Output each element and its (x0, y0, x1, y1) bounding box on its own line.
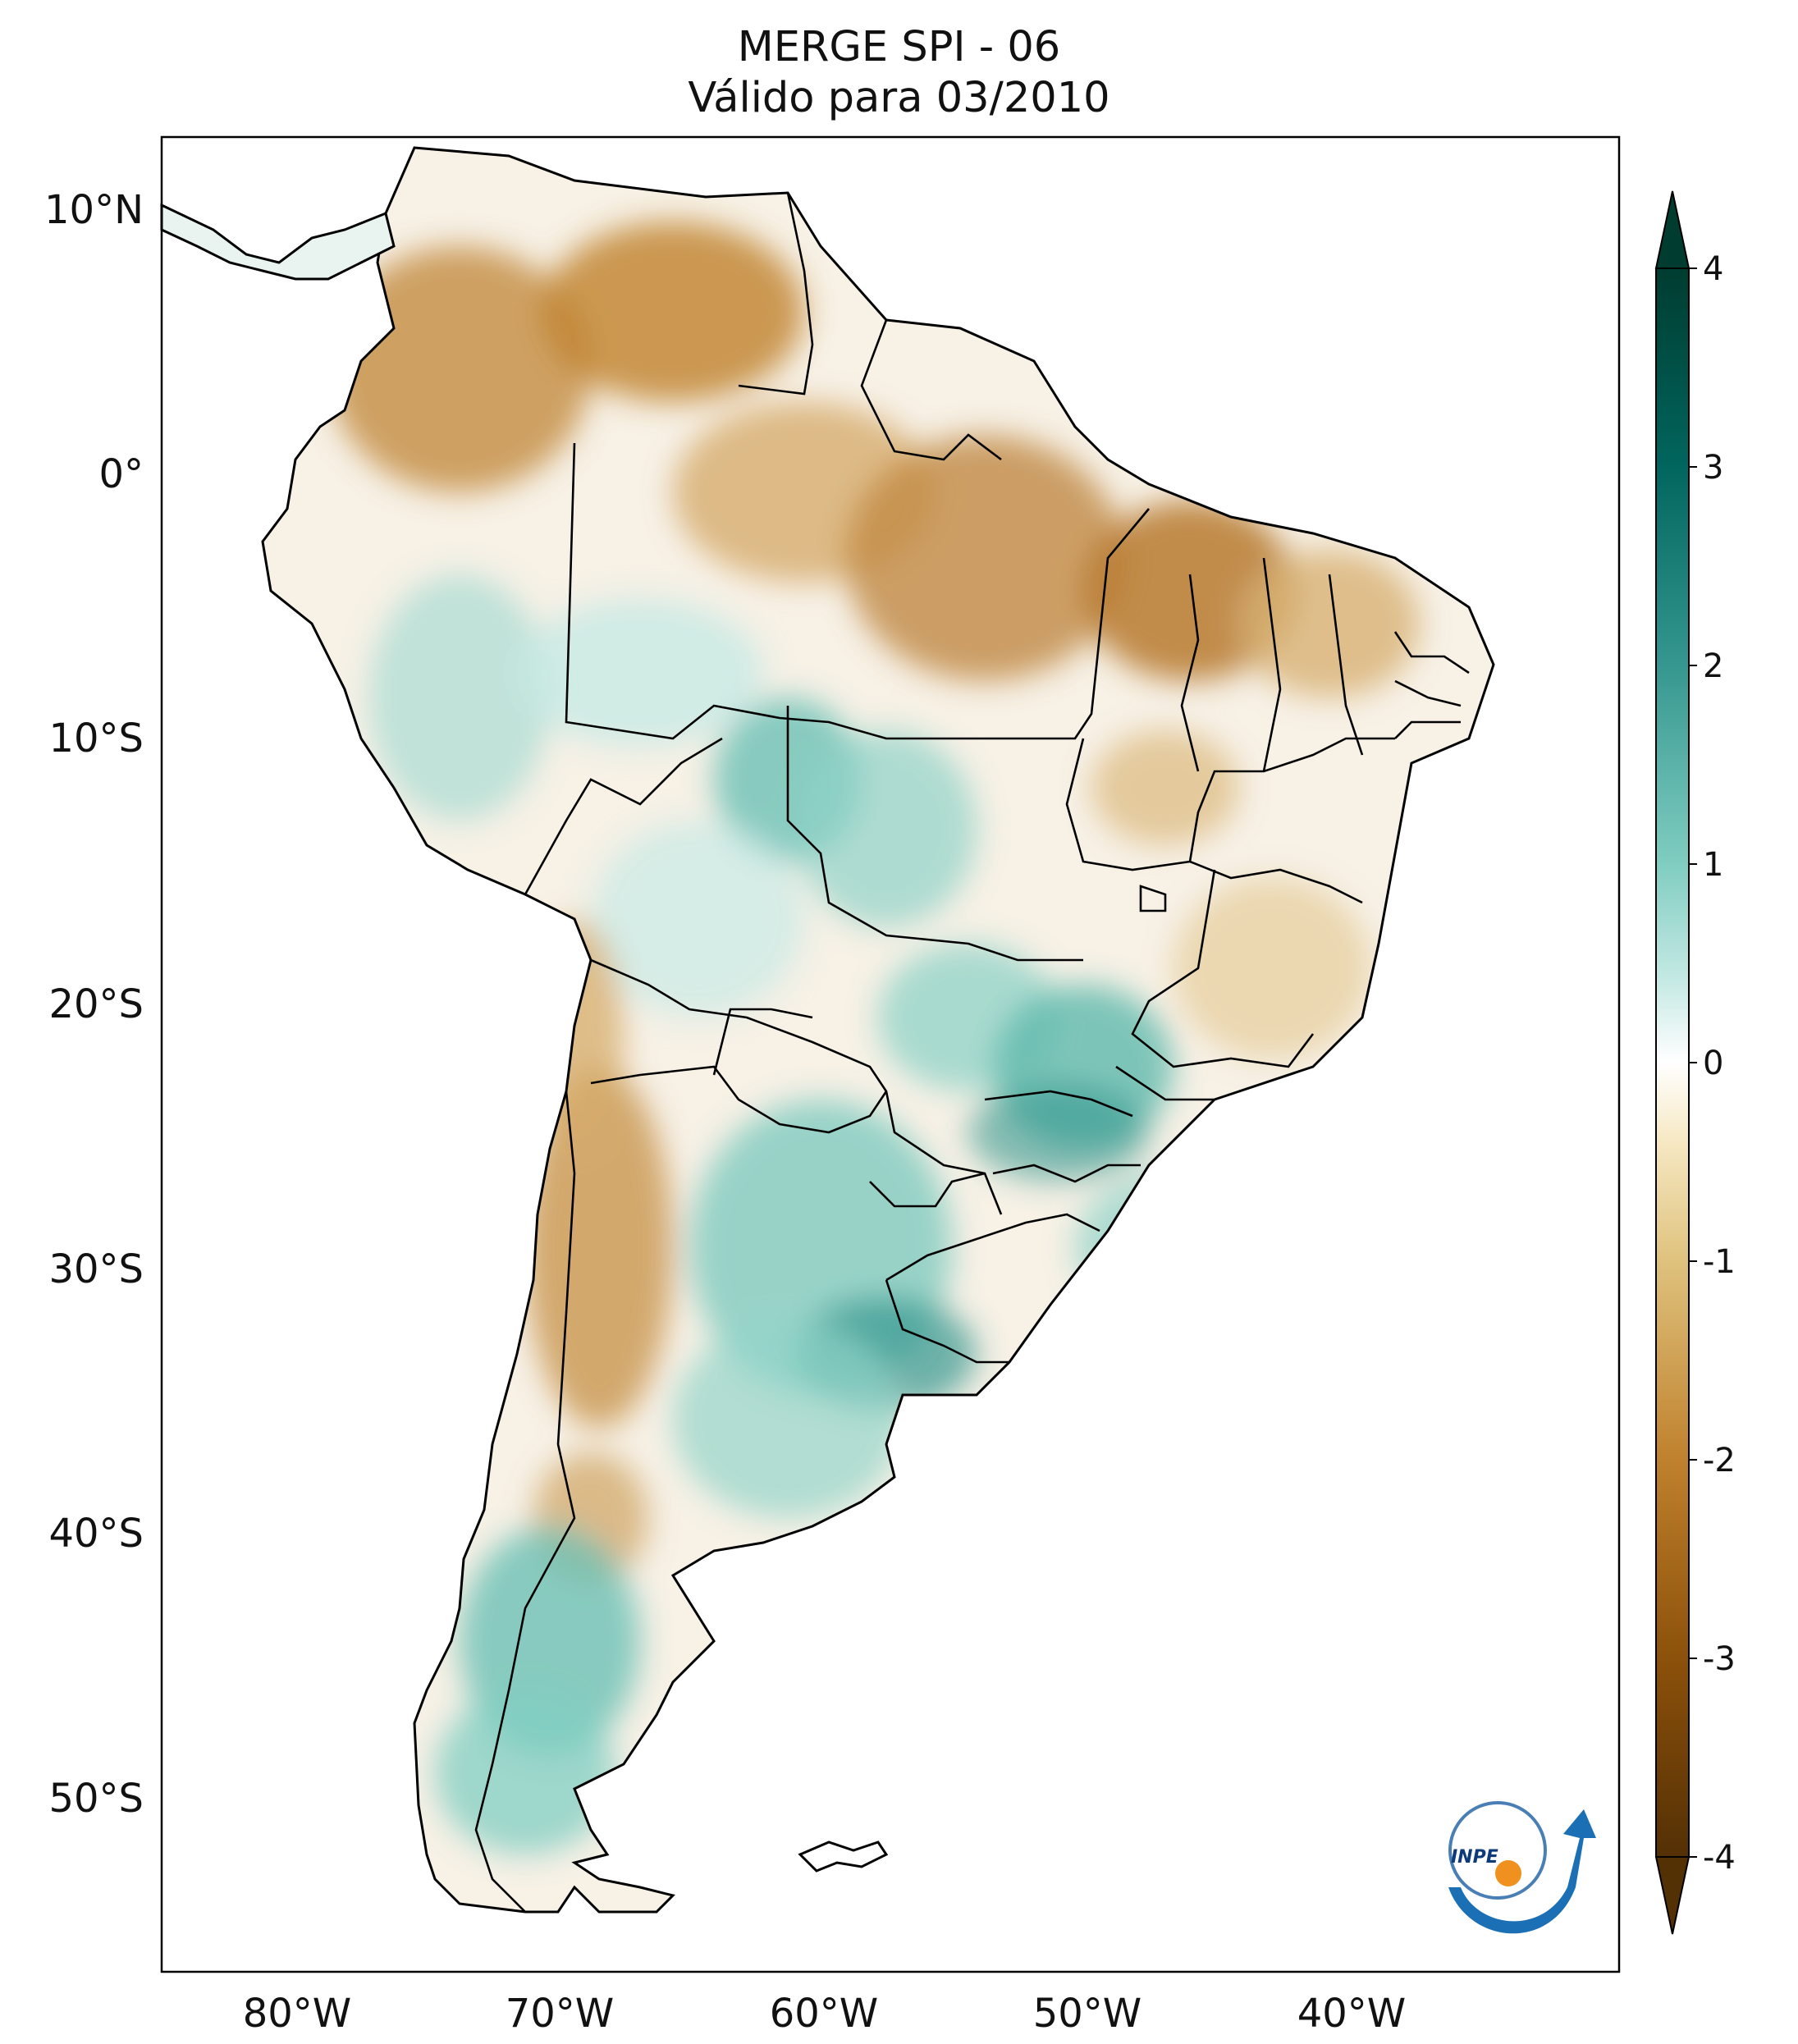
lon-tick-70w: 70°W (506, 1991, 615, 2037)
map-title: MERGE SPI - 06 (737, 23, 1061, 71)
lat-tick-20s: 20°S (48, 981, 144, 1027)
cbar-tick-neg1: -1 (1703, 1243, 1736, 1281)
lat-tick-10n: 10°N (44, 187, 144, 233)
country-borders (474, 192, 1470, 1913)
lat-tick-40s: 40°S (48, 1511, 144, 1557)
lat-tick-30s: 30°S (48, 1246, 144, 1292)
colorbar: 4 3 2 1 0 -1 -2 -3 -4 (1654, 190, 1736, 1935)
longitude-axis: 80°W 70°W 60°W 50°W 40°W (243, 1991, 1407, 2037)
colorbar-extend-min (1654, 1856, 1690, 1935)
cbar-tick-2: 2 (1703, 647, 1723, 685)
lat-tick-10s: 10°S (48, 716, 144, 761)
colorbar-ticks: 4 3 2 1 0 -1 -2 -3 -4 (1703, 250, 1736, 1877)
falkland-islands (798, 1841, 889, 1873)
lon-tick-60w: 60°W (770, 1991, 879, 2037)
cbar-tick-0: 0 (1703, 1045, 1723, 1082)
lat-tick-0: 0° (98, 451, 144, 497)
inpe-logo: INPE (1448, 1801, 1596, 1934)
continent-outline (261, 146, 1495, 1914)
colorbar-extend-max (1654, 190, 1690, 269)
inpe-logo-text: INPE (1451, 1847, 1498, 1868)
cbar-tick-neg4: -4 (1703, 1839, 1736, 1877)
cbar-tick-4: 4 (1703, 250, 1723, 288)
lon-tick-40w: 40°W (1297, 1991, 1407, 2037)
cbar-tick-1: 1 (1703, 846, 1723, 884)
lon-tick-80w: 80°W (243, 1991, 352, 2037)
lat-tick-50s: 50°S (48, 1776, 144, 1822)
latitude-axis: 10°N 0° 10°S 20°S 30°S 40°S 50°S (44, 187, 144, 1822)
map-subtitle: Válido para 03/2010 (688, 74, 1110, 122)
central-america (160, 203, 396, 281)
cbar-tick-3: 3 (1703, 449, 1723, 487)
colorbar-bar (1655, 268, 1690, 1858)
lon-tick-50w: 50°W (1033, 1991, 1142, 2037)
cbar-tick-neg2: -2 (1703, 1442, 1736, 1479)
cbar-tick-neg3: -3 (1703, 1640, 1736, 1678)
